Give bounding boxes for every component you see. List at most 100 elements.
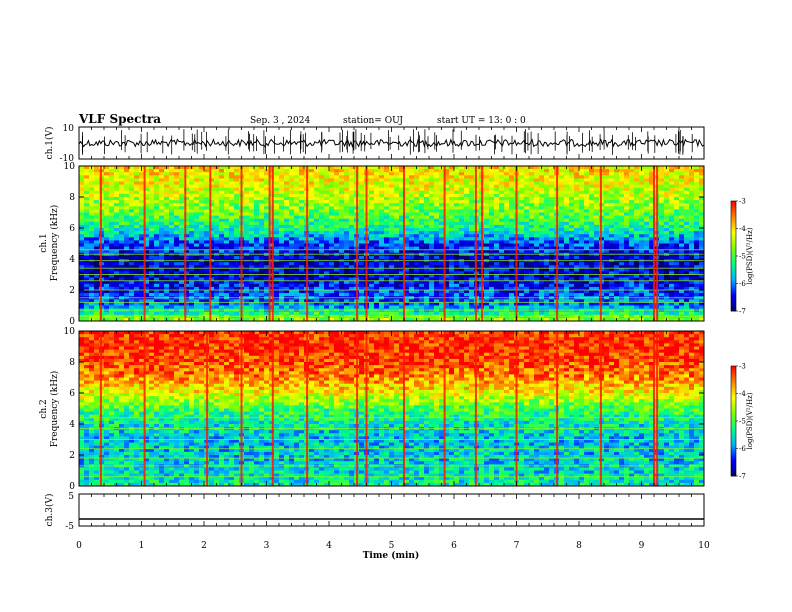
spectrogram-cell xyxy=(339,197,345,201)
spectrogram-cell xyxy=(369,274,375,278)
spectrogram-cell xyxy=(469,280,475,285)
spectrogram-cell xyxy=(214,231,220,235)
spectrogram-cell xyxy=(589,234,595,238)
spectrogram-cell xyxy=(109,178,115,182)
spectrogram-cell xyxy=(109,187,115,192)
spectrogram-cell xyxy=(689,200,695,204)
spectrogram-cell xyxy=(299,200,305,204)
spectrogram-cell xyxy=(294,237,300,241)
spectrogram-cell xyxy=(564,206,570,210)
spectrogram-cell xyxy=(259,209,265,213)
spectrogram-cell xyxy=(174,172,180,176)
spectrogram-cell xyxy=(489,246,495,251)
spectrogram-cell xyxy=(314,172,320,176)
spectrogram-cell xyxy=(369,181,375,185)
spectrogram-cell xyxy=(294,249,300,254)
spectrogram-cell xyxy=(464,206,470,210)
spectrogram-cell xyxy=(429,249,435,254)
spectrogram-cell xyxy=(594,274,600,278)
spectrogram-cell xyxy=(289,197,295,201)
spectrogram-cell xyxy=(284,255,290,260)
spectrogram-cell xyxy=(649,277,655,282)
spectrogram-cell xyxy=(249,283,255,288)
spectrogram-cell xyxy=(314,280,320,285)
spectrogram-cell xyxy=(124,197,130,201)
spectrogram-cell xyxy=(524,190,530,195)
spectrogram-cell xyxy=(129,197,135,201)
spectrogram-cell xyxy=(669,280,675,285)
spectrogram-cell xyxy=(164,218,170,223)
spectrogram-cell xyxy=(649,271,655,275)
spectrogram-cell xyxy=(174,249,180,254)
spectrogram-cell xyxy=(104,268,110,272)
spectrogram-cell xyxy=(79,274,85,278)
spectrogram-cell xyxy=(694,224,700,229)
spectrogram-cell xyxy=(134,200,140,204)
spectrogram-cell xyxy=(459,228,465,232)
spectrogram-cell xyxy=(109,243,115,247)
spectrogram-cell xyxy=(259,203,265,207)
spectrogram-cell xyxy=(134,172,140,176)
spectrogram-cell xyxy=(189,246,195,251)
spectrogram-cell xyxy=(264,200,270,204)
spectrogram-cell xyxy=(694,184,700,189)
spectrogram-cell xyxy=(509,190,515,195)
spectrogram-cell xyxy=(494,271,500,275)
spectrogram-cell xyxy=(324,203,330,207)
spectrogram-cell xyxy=(649,274,655,278)
spectrogram-cell xyxy=(229,181,235,185)
spectrogram-cell xyxy=(389,283,395,288)
spectrogram-cell xyxy=(404,209,410,213)
spectrogram-cell xyxy=(139,265,145,269)
spectrogram-cell xyxy=(594,246,600,251)
spectrogram-cell xyxy=(194,277,200,282)
spectrogram-cell xyxy=(169,255,175,260)
spectrogram-cell xyxy=(184,234,190,238)
spectrogram-cell xyxy=(224,206,230,210)
spectrogram-cell xyxy=(639,190,645,195)
spectrogram-cell xyxy=(429,209,435,213)
spectrogram-cell xyxy=(274,178,280,182)
spectrogram-cell xyxy=(674,246,680,251)
spectrogram-cell xyxy=(399,274,405,278)
spectrogram-cell xyxy=(259,265,265,269)
spectrogram-cell xyxy=(279,175,285,179)
spectrogram-cell xyxy=(189,169,195,173)
spectrogram-cell xyxy=(339,181,345,185)
spectrogram-cell xyxy=(409,169,415,173)
spectrogram-cell xyxy=(659,243,665,247)
spectrogram-cell xyxy=(109,224,115,229)
spectrogram-cell xyxy=(109,249,115,254)
spectrogram-cell xyxy=(484,237,490,241)
spectrogram-cell xyxy=(584,178,590,182)
spectrogram-cell xyxy=(224,184,230,189)
spectrogram-cell xyxy=(589,246,595,251)
spectrogram-cell xyxy=(84,265,90,269)
spectrogram-cell xyxy=(189,190,195,195)
spectrogram-cell xyxy=(174,283,180,288)
spectrogram-cell xyxy=(659,175,665,179)
spectrogram-cell xyxy=(634,169,640,173)
spectrogram-cell xyxy=(109,209,115,213)
spectrogram-cell xyxy=(509,228,515,232)
spectrogram-cell xyxy=(394,277,400,282)
spectrogram-cell xyxy=(334,169,340,173)
spectrogram-cell xyxy=(439,283,445,288)
spectrogram-cell xyxy=(89,209,95,213)
spectrogram-cell xyxy=(659,231,665,235)
spectrogram-cell xyxy=(159,209,165,213)
spectrogram-cell xyxy=(539,231,545,235)
spectrogram-cell xyxy=(209,206,215,210)
spectrogram-cell xyxy=(209,249,215,254)
spectrogram-cell xyxy=(314,212,320,216)
spectrogram-cell xyxy=(334,234,340,238)
spectrogram-cell xyxy=(154,218,160,223)
spectrogram-cell xyxy=(549,265,555,269)
spectrogram-cell xyxy=(574,265,580,269)
spectrogram-cell xyxy=(634,190,640,195)
spectrogram-cell xyxy=(269,172,275,176)
spectrogram-cell xyxy=(89,218,95,223)
spectrogram-cell xyxy=(184,187,190,192)
spectrogram-cell xyxy=(524,215,530,220)
spectrogram-cell xyxy=(624,218,630,223)
